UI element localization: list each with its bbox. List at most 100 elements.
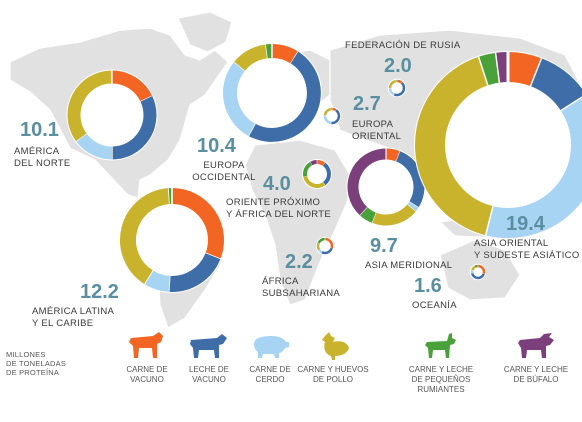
oceania-value: 1.6	[414, 275, 442, 297]
eastern-europe-value: 2.7	[353, 93, 381, 115]
south-asia-slice-chicken	[371, 204, 416, 226]
legend-beef: CARNE DE VACUNO	[105, 330, 189, 385]
chicken-icon	[322, 332, 349, 360]
buffalo-icon	[518, 333, 554, 358]
east-southeast-asia-slice-separator	[477, 56, 490, 86]
russian-federation-name: FEDERACIÓN DE RUSIA	[345, 40, 461, 51]
east-asia-name: ASIA ORIENTAL Y SUDESTE ASIÁTICO	[474, 238, 580, 261]
south-asia-slice-buffalo	[347, 148, 387, 216]
south-asia-slice-small-ruminants	[359, 206, 377, 223]
south-asia-donut	[346, 147, 426, 227]
eastern-europe-slice-beef	[331, 107, 337, 112]
near-east-north-africa-slice-small-ruminants	[303, 161, 313, 177]
pig-icon	[254, 336, 289, 358]
western-europe-slice-cattle-milk	[248, 51, 321, 142]
western-europe-slice-beef	[271, 44, 299, 64]
oceania-slice-cattle-milk	[470, 272, 485, 280]
latin-america-slice-cattle-milk	[168, 252, 221, 292]
near-east-value: 4.0	[263, 173, 291, 195]
unit-note: MILLONES DE TONELADAS DE PROTEÍNA	[6, 350, 67, 377]
region-donuts	[66, 43, 582, 293]
latin-america-slice-chicken	[120, 188, 171, 284]
legend-small-ruminants: CARNE Y LECHE DE PEQUEÑOS RUMIANTES	[398, 330, 484, 395]
north-america-value: 10.1	[20, 119, 59, 141]
western-europe-slice-chicken	[234, 44, 269, 71]
latin-america-slice-separator	[143, 269, 154, 285]
oceania-donut	[469, 263, 487, 281]
greenland-landmass	[177, 11, 233, 53]
legend-cattle-milk: LECHE DE VACUNO	[167, 330, 251, 385]
russian-federation-slice-cattle-milk	[393, 81, 406, 97]
oceania-slice-small-ruminants	[474, 264, 479, 268]
near-east-north-africa-slice-buffalo	[310, 159, 318, 166]
near-east-north-africa-slice-chicken	[303, 175, 326, 188]
legend-pig: CARNE DE CERDO	[228, 330, 312, 385]
south-asia-name: ASIA MERIDIONAL	[365, 260, 453, 271]
near-east-north-africa-donut	[302, 159, 332, 189]
latin-america-slice-separator	[205, 252, 221, 260]
latin-america-donut	[119, 187, 225, 293]
north-america-slice-beef	[111, 70, 153, 102]
sub-saharan-africa-slice-separator	[317, 248, 321, 251]
latin-america-slice-beef	[171, 188, 224, 260]
near-east-north-africa-slice-separator	[309, 161, 313, 166]
latin-america-slice-pig-meat	[144, 270, 171, 292]
near-east-north-africa-slice-cattle-milk	[322, 162, 331, 186]
oceania-slice-beef	[477, 264, 486, 275]
goat-icon	[425, 333, 456, 358]
sub-saharan-africa-slice-beef	[324, 237, 334, 249]
eastern-europe-donut	[322, 106, 342, 126]
dairy-cow-icon	[190, 334, 227, 358]
eastern-europe-slice-chicken	[323, 107, 332, 116]
eastern-europe-slice-cattle-milk	[330, 109, 341, 125]
south-asia-slice-beef	[385, 148, 401, 162]
east-southeast-asia-slice-cattle-milk	[530, 58, 582, 112]
latin-america-name: AMÉRICA LATINA Y EL CARIBE	[32, 306, 115, 329]
north-america-name: AMÉRICA DEL NORTE	[14, 146, 71, 169]
south-asia-slice-pig-meat	[407, 201, 419, 212]
russian-federation-slice-separator	[393, 93, 395, 96]
sub-saharan-africa-slice-separator	[317, 242, 320, 244]
eastern-europe-name: EUROPA ORIENTAL	[352, 119, 402, 142]
legend-chicken: CARNE Y HUEVOS DE POLLO	[291, 330, 375, 385]
russian-federation-value: 2.0	[384, 55, 412, 77]
western-europe-slice-pig-meat	[223, 61, 256, 136]
russian-federation-slice-chicken	[388, 79, 397, 89]
east-southeast-asia-slice-beef	[507, 52, 543, 87]
south-asia-slice-separator	[371, 212, 377, 223]
western-europe-value: 10.4	[197, 135, 236, 157]
south-asia-slice-cattle-milk	[395, 151, 425, 208]
north-america-slice-pig-meat	[76, 133, 113, 160]
east-southeast-asia-slice-pig-meat	[484, 98, 582, 238]
east-southeast-asia-slice-separator	[560, 96, 582, 113]
sub-saharan-value: 2.2	[285, 251, 313, 273]
east-southeast-asia-slice-separator	[483, 205, 494, 236]
western-europe-donut	[222, 43, 322, 143]
oceania-slice-separator	[474, 265, 476, 268]
east-southeast-asia-slice-small-ruminants	[479, 52, 501, 86]
near-east-name: ORIENTE PRÓXIMO Y ÁFRICA DEL NORTE	[226, 197, 332, 220]
sub-saharan-africa-slice-cattle-milk	[321, 247, 333, 255]
legend-buffalo: CARNE Y LECHE DE BÚFALO	[494, 330, 578, 385]
sub-saharan-name: ÁFRICA SUBSAHARIANA	[262, 276, 341, 299]
east-southeast-asia-donut	[414, 51, 582, 239]
cow-icon	[129, 332, 163, 358]
east-asia-value: 19.4	[506, 213, 545, 235]
sub-saharan-africa-slice-chicken	[316, 242, 321, 251]
western-europe-name: EUROPA OCCIDENTAL	[192, 160, 256, 183]
south-asia-value: 9.7	[370, 235, 398, 257]
east-southeast-asia-slice-chicken	[415, 56, 493, 236]
latin-america-value: 12.2	[80, 281, 119, 303]
north-america-slice-chicken	[67, 70, 113, 142]
north-america-slice-cattle-milk	[111, 96, 157, 160]
oceania-name: OCEANÍA	[412, 300, 457, 311]
near-east-north-africa-slice-beef	[316, 160, 326, 166]
sub-saharan-africa-donut	[315, 236, 335, 256]
russian-federation-donut	[387, 78, 407, 98]
near-east-north-africa-slice-separator	[322, 181, 326, 186]
western-europe-slice-separator	[265, 44, 269, 59]
south-asia-slice-separator	[395, 151, 401, 162]
north-america-donut	[66, 69, 158, 161]
